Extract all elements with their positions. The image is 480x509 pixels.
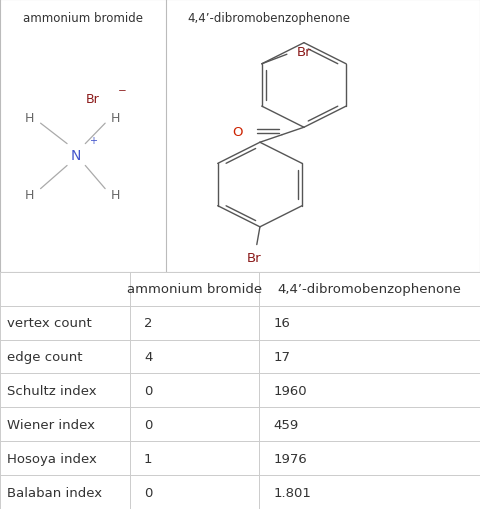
Text: 1976: 1976: [274, 452, 307, 465]
Text: O: O: [232, 125, 242, 138]
Text: H: H: [25, 188, 35, 201]
Text: Balaban index: Balaban index: [7, 486, 102, 499]
Text: N: N: [71, 148, 82, 162]
Text: 4: 4: [144, 350, 152, 363]
Text: H: H: [111, 188, 120, 201]
Text: Schultz index: Schultz index: [7, 384, 97, 397]
Text: 1.801: 1.801: [274, 486, 312, 499]
Text: ammonium bromide: ammonium bromide: [127, 282, 262, 296]
Text: Hosoya index: Hosoya index: [7, 452, 97, 465]
Text: +: +: [89, 135, 97, 145]
Text: Br: Br: [246, 252, 261, 265]
Text: 2: 2: [144, 317, 153, 329]
Text: vertex count: vertex count: [7, 317, 92, 329]
Text: 4,4’-dibromobenzophenone: 4,4’-dibromobenzophenone: [188, 12, 350, 25]
Text: 17: 17: [274, 350, 290, 363]
Text: 0: 0: [144, 486, 152, 499]
Text: 1: 1: [144, 452, 153, 465]
Text: 459: 459: [274, 418, 299, 431]
Text: −: −: [118, 86, 126, 96]
Text: 4,4’-dibromobenzophenone: 4,4’-dibromobenzophenone: [277, 282, 462, 296]
Text: 0: 0: [144, 384, 152, 397]
Text: Wiener index: Wiener index: [7, 418, 95, 431]
Text: Br: Br: [86, 93, 100, 106]
Text: Br: Br: [296, 46, 311, 59]
Text: 16: 16: [274, 317, 290, 329]
Text: ammonium bromide: ammonium bromide: [23, 12, 143, 25]
Text: 0: 0: [144, 418, 152, 431]
Text: H: H: [111, 112, 120, 125]
Text: H: H: [25, 112, 35, 125]
Text: edge count: edge count: [7, 350, 83, 363]
Text: 1960: 1960: [274, 384, 307, 397]
